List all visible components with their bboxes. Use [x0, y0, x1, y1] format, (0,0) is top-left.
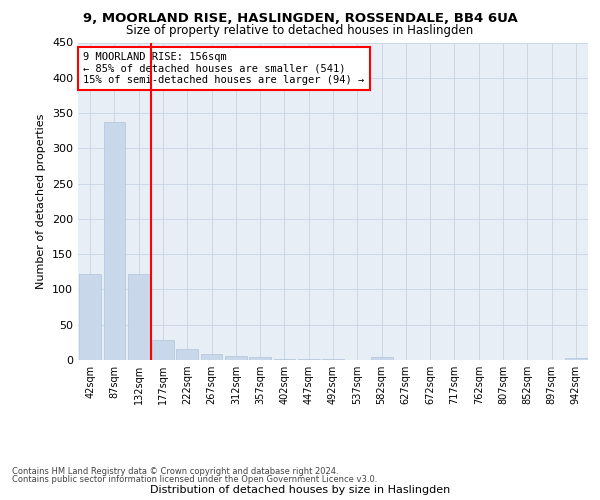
Bar [225, 356, 247, 360]
Bar [128, 274, 149, 360]
Y-axis label: Number of detached properties: Number of detached properties [37, 114, 46, 289]
Text: Contains HM Land Registry data © Crown copyright and database right 2024.: Contains HM Land Registry data © Crown c… [12, 467, 338, 476]
Bar [79, 274, 101, 360]
Bar [371, 357, 392, 360]
Bar [274, 358, 295, 360]
Bar [565, 358, 587, 360]
Bar [152, 340, 174, 360]
Bar [104, 122, 125, 360]
Bar [249, 357, 271, 360]
Text: 9, MOORLAND RISE, HASLINGDEN, ROSSENDALE, BB4 6UA: 9, MOORLAND RISE, HASLINGDEN, ROSSENDALE… [83, 12, 517, 26]
Text: 9 MOORLAND RISE: 156sqm
← 85% of detached houses are smaller (541)
15% of semi-d: 9 MOORLAND RISE: 156sqm ← 85% of detache… [83, 52, 364, 85]
Bar [200, 354, 223, 360]
Bar [176, 350, 198, 360]
Text: Distribution of detached houses by size in Haslingden: Distribution of detached houses by size … [150, 485, 450, 495]
Text: Size of property relative to detached houses in Haslingden: Size of property relative to detached ho… [127, 24, 473, 37]
Text: Contains public sector information licensed under the Open Government Licence v3: Contains public sector information licen… [12, 475, 377, 484]
